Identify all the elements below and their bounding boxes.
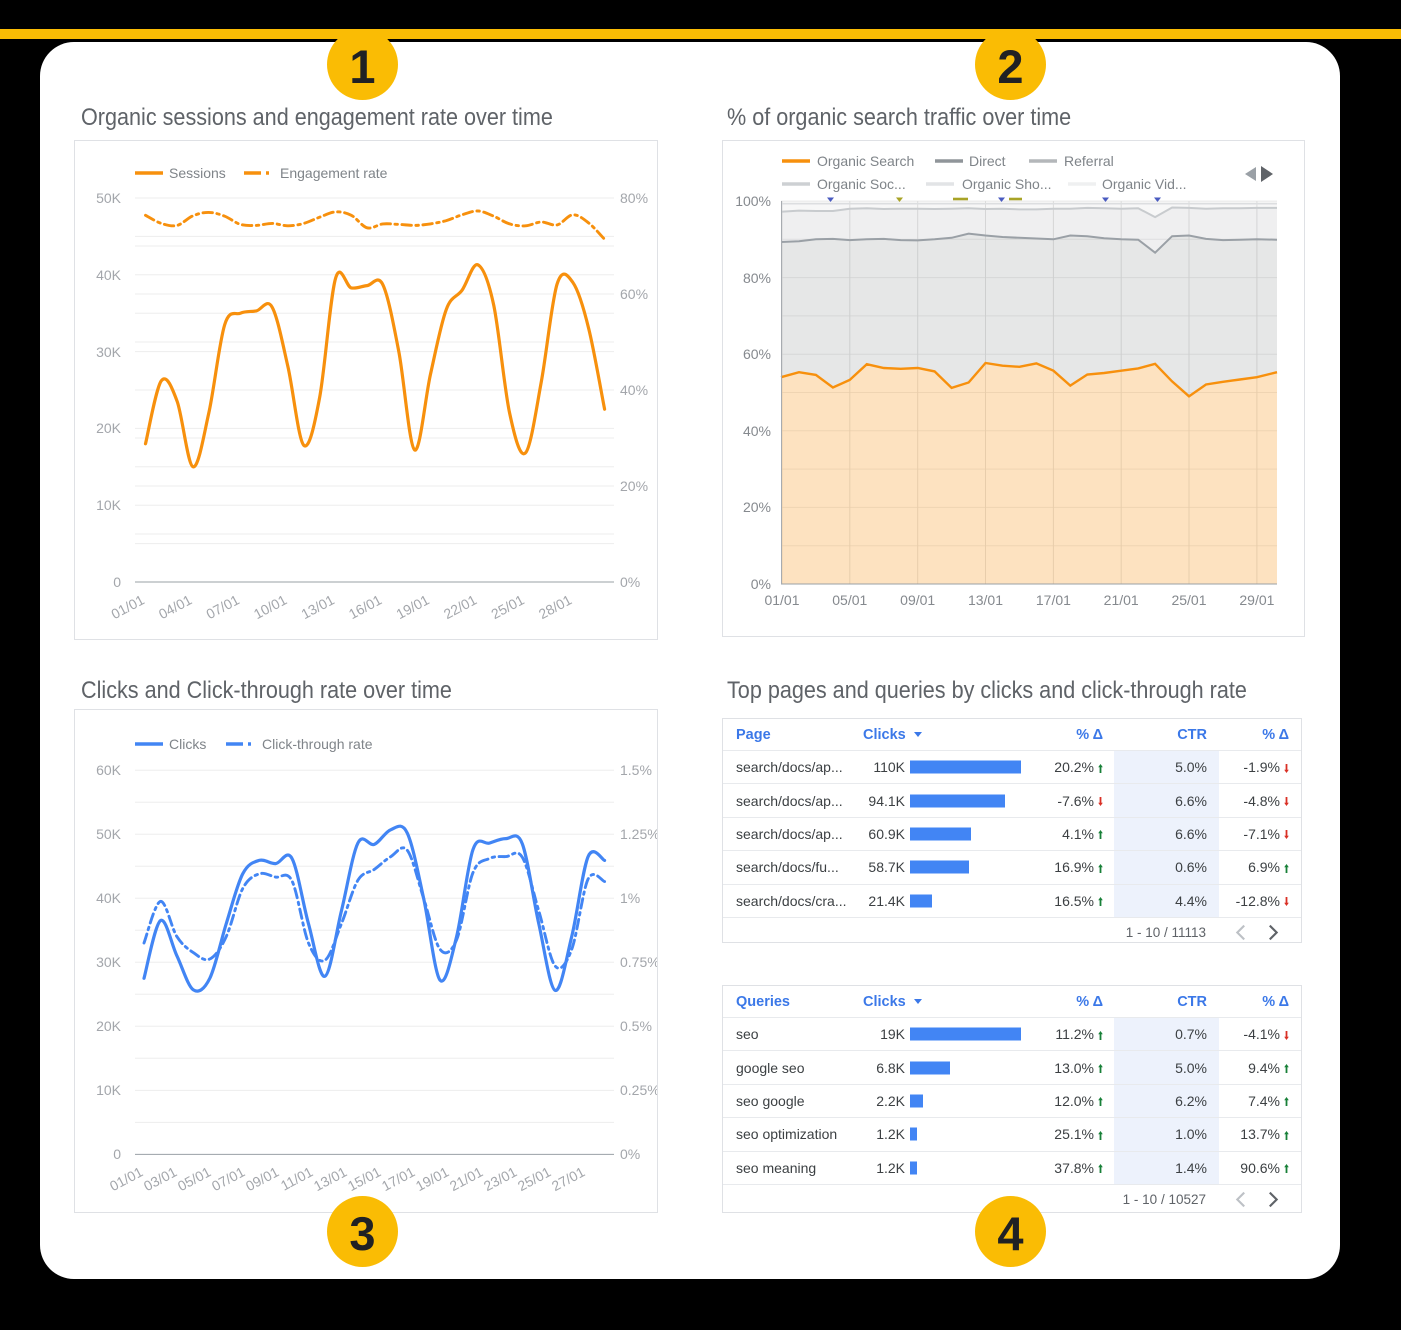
svg-text:30K: 30K xyxy=(96,344,122,360)
svg-text:80%: 80% xyxy=(620,190,648,206)
svg-text:Clicks: Clicks xyxy=(169,736,206,752)
svg-text:Organic Vid...: Organic Vid... xyxy=(1102,176,1187,192)
svg-text:1%: 1% xyxy=(620,890,640,906)
svg-text:0: 0 xyxy=(113,1146,121,1162)
svg-text:1.5%: 1.5% xyxy=(620,762,652,778)
svg-text:50K: 50K xyxy=(96,190,122,206)
svg-text:23/01: 23/01 xyxy=(481,1163,520,1194)
svg-text:20%: 20% xyxy=(620,478,648,494)
svg-text:Engagement rate: Engagement rate xyxy=(280,165,388,181)
svg-text:13/01: 13/01 xyxy=(311,1163,350,1194)
svg-text:Referral: Referral xyxy=(1064,153,1114,169)
svg-text:Organic Search: Organic Search xyxy=(817,153,914,169)
svg-text:50K: 50K xyxy=(96,826,122,842)
svg-text:100%: 100% xyxy=(735,193,771,209)
svg-text:19/01: 19/01 xyxy=(413,1163,452,1194)
svg-text:17/01: 17/01 xyxy=(379,1163,418,1194)
svg-text:25/01: 25/01 xyxy=(488,591,527,622)
svg-text:Organic Sho...: Organic Sho... xyxy=(962,176,1052,192)
svg-text:0.5%: 0.5% xyxy=(620,1018,652,1034)
svg-text:0%: 0% xyxy=(751,576,771,592)
svg-text:20K: 20K xyxy=(96,1018,122,1034)
svg-text:0.25%: 0.25% xyxy=(620,1082,657,1098)
svg-text:05/01: 05/01 xyxy=(175,1163,214,1194)
svg-text:11/01: 11/01 xyxy=(278,1163,316,1193)
svg-text:0.75%: 0.75% xyxy=(620,954,657,970)
svg-text:10K: 10K xyxy=(96,1082,122,1098)
svg-text:21/01: 21/01 xyxy=(447,1163,486,1194)
svg-text:20%: 20% xyxy=(743,499,771,515)
svg-text:30K: 30K xyxy=(96,954,122,970)
svg-text:Direct: Direct xyxy=(969,153,1006,169)
svg-text:28/01: 28/01 xyxy=(536,591,575,622)
svg-text:09/01: 09/01 xyxy=(900,592,935,608)
svg-text:20K: 20K xyxy=(96,420,122,436)
svg-text:27/01: 27/01 xyxy=(549,1163,588,1194)
svg-text:09/01: 09/01 xyxy=(243,1163,282,1194)
svg-text:13/01: 13/01 xyxy=(298,591,337,622)
svg-text:40K: 40K xyxy=(96,267,122,283)
svg-text:15/01: 15/01 xyxy=(345,1163,384,1194)
svg-text:01/01: 01/01 xyxy=(764,592,799,608)
svg-text:Organic Soc...: Organic Soc... xyxy=(817,176,906,192)
svg-text:60%: 60% xyxy=(620,286,648,302)
svg-text:16/01: 16/01 xyxy=(346,591,385,622)
svg-text:29/01: 29/01 xyxy=(1239,592,1274,608)
svg-text:40K: 40K xyxy=(96,890,122,906)
svg-text:17/01: 17/01 xyxy=(1036,592,1071,608)
svg-text:07/01: 07/01 xyxy=(203,591,242,622)
svg-text:60K: 60K xyxy=(96,762,122,778)
svg-text:01/01: 01/01 xyxy=(108,591,147,622)
svg-text:03/01: 03/01 xyxy=(141,1163,180,1194)
svg-text:22/01: 22/01 xyxy=(441,591,480,622)
svg-text:21/01: 21/01 xyxy=(1104,592,1139,608)
svg-text:60%: 60% xyxy=(743,346,771,362)
svg-text:10/01: 10/01 xyxy=(251,591,290,622)
svg-text:0%: 0% xyxy=(620,1146,640,1162)
svg-text:40%: 40% xyxy=(620,382,648,398)
svg-text:25/01: 25/01 xyxy=(1171,592,1206,608)
svg-text:10K: 10K xyxy=(96,497,122,513)
svg-text:Click-through rate: Click-through rate xyxy=(262,736,373,752)
svg-text:1.25%: 1.25% xyxy=(620,826,657,842)
svg-text:80%: 80% xyxy=(743,270,771,286)
svg-text:40%: 40% xyxy=(743,423,771,439)
svg-text:0: 0 xyxy=(113,574,121,590)
svg-text:13/01: 13/01 xyxy=(968,592,1003,608)
svg-text:07/01: 07/01 xyxy=(209,1163,248,1194)
svg-text:04/01: 04/01 xyxy=(156,591,195,622)
svg-text:05/01: 05/01 xyxy=(832,592,867,608)
svg-text:0%: 0% xyxy=(620,574,640,590)
svg-text:01/01: 01/01 xyxy=(107,1163,146,1194)
svg-text:25/01: 25/01 xyxy=(515,1163,554,1194)
svg-text:Sessions: Sessions xyxy=(169,165,226,181)
svg-text:19/01: 19/01 xyxy=(393,591,432,622)
